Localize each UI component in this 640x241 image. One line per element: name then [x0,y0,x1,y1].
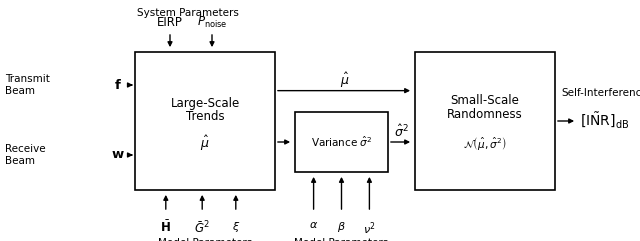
Text: Large-Scale: Large-Scale [170,96,239,109]
Text: EIRP: EIRP [157,15,183,28]
Text: $\hat{\mu}$: $\hat{\mu}$ [340,71,350,90]
Bar [135,52,275,190]
Text: Variance $\hat{\sigma}^2$: Variance $\hat{\sigma}^2$ [311,135,372,149]
Text: Self-Interference: Self-Interference [562,88,640,98]
Text: $\mathcal{N}\left(\hat{\mu},\hat{\sigma}^2\right)$: $\mathcal{N}\left(\hat{\mu},\hat{\sigma}… [463,134,507,152]
Text: Receive: Receive [5,144,45,154]
Text: Small-Scale: Small-Scale [451,94,520,107]
Text: $\nu^2$: $\nu^2$ [363,220,376,237]
Text: $\bar{\mathbf{H}}$: $\bar{\mathbf{H}}$ [161,220,171,235]
Text: $\mathbf{w}$: $\mathbf{w}$ [111,148,125,161]
Text: System Parameters: System Parameters [137,8,239,18]
Text: $\hat{\mu}$: $\hat{\mu}$ [200,134,210,153]
Text: $\beta$: $\beta$ [337,220,346,234]
Bar [415,52,555,190]
Bar [295,112,388,172]
Text: $\bar{G}^2$: $\bar{G}^2$ [195,220,210,236]
Text: Beam: Beam [5,86,35,96]
Text: $\hat{\sigma}^2$: $\hat{\sigma}^2$ [394,124,409,140]
Text: Model Parameters: Model Parameters [158,238,252,241]
Text: Beam: Beam [5,156,35,166]
Text: Transmit: Transmit [5,74,50,84]
Text: $\left[\mathrm{I\tilde{N}R}\right]_{\mathrm{dB}}$: $\left[\mathrm{I\tilde{N}R}\right]_{\mat… [580,110,630,130]
Text: $\alpha$: $\alpha$ [309,220,318,230]
Text: $P_{\mathrm{noise}}$: $P_{\mathrm{noise}}$ [196,14,227,30]
Text: Randomness: Randomness [447,108,523,121]
Text: Trends: Trends [186,111,224,123]
Text: $\xi$: $\xi$ [232,220,240,234]
Text: $\mathbf{f}$: $\mathbf{f}$ [114,78,122,92]
Text: Model Parameters: Model Parameters [294,238,388,241]
